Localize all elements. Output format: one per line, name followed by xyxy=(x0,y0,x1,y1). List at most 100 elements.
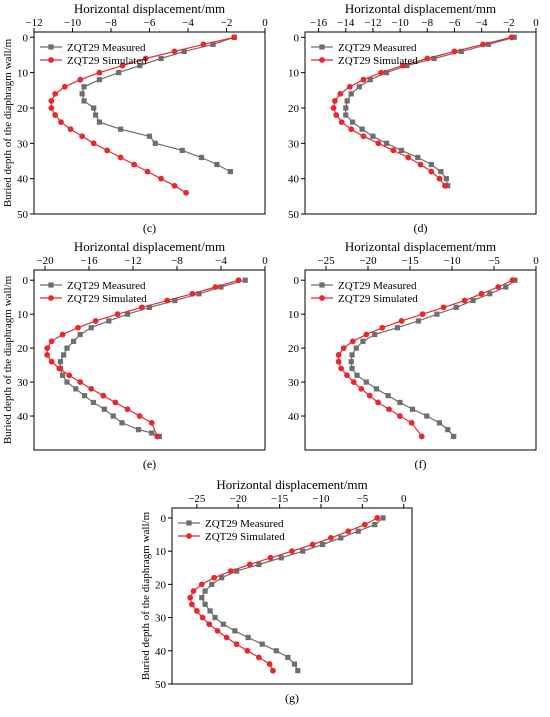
data-point xyxy=(487,291,493,297)
data-point xyxy=(366,392,373,399)
data-point xyxy=(93,112,99,118)
data-point xyxy=(196,291,202,297)
x-tick-label: −16 xyxy=(310,17,328,29)
data-point xyxy=(158,55,164,62)
data-point xyxy=(355,528,361,534)
data-point xyxy=(451,48,458,55)
data-point xyxy=(206,621,213,628)
legend-label: ZQT29 Simulated xyxy=(338,293,418,305)
data-point xyxy=(66,372,73,379)
data-point xyxy=(77,76,84,83)
data-point xyxy=(259,641,265,647)
data-point xyxy=(199,614,206,621)
data-point xyxy=(348,126,355,133)
data-point xyxy=(338,119,345,126)
data-point xyxy=(219,575,225,581)
y-tick-label: 0 xyxy=(294,32,300,44)
data-point xyxy=(495,284,502,290)
data-point xyxy=(245,634,251,641)
data-point xyxy=(424,413,430,419)
y-tick-label: 30 xyxy=(288,138,300,150)
x-tick-label: −12 xyxy=(364,17,381,29)
data-point xyxy=(223,634,230,641)
x-axis-title: Horizontal displacement/mm xyxy=(345,239,496,254)
data-point xyxy=(451,433,457,440)
data-point xyxy=(202,588,208,594)
data-point xyxy=(90,399,96,406)
x-tick-label: −6 xyxy=(144,17,156,29)
data-point xyxy=(378,69,384,76)
data-point xyxy=(152,140,158,146)
y-tick-label: 10 xyxy=(17,309,29,321)
data-point xyxy=(289,548,295,555)
data-point xyxy=(349,352,355,358)
data-point xyxy=(96,69,103,76)
data-point xyxy=(59,331,66,338)
data-point xyxy=(244,647,251,654)
data-point xyxy=(200,41,207,48)
data-point xyxy=(255,654,262,661)
data-point xyxy=(270,667,276,674)
x-tick-label: −6 xyxy=(449,17,461,29)
plot-frame xyxy=(304,269,537,451)
data-point xyxy=(73,386,79,392)
x-tick-label: 0 xyxy=(262,255,268,267)
data-point xyxy=(344,98,350,104)
data-point xyxy=(88,325,94,331)
data-point xyxy=(214,161,220,168)
panel-label: (g) xyxy=(285,691,299,705)
x-tick-label: −5 xyxy=(356,493,368,505)
panel-label: (f) xyxy=(415,457,427,471)
data-point xyxy=(343,105,349,111)
data-point xyxy=(214,627,221,634)
y-tick-label: 50 xyxy=(17,209,29,221)
data-point xyxy=(273,648,279,654)
chart-panel-3: −20 −16 −12 −8 −4 0 0 10 20 30 40 Horizontal displa… xyxy=(2,239,268,471)
data-point xyxy=(340,345,347,352)
data-point xyxy=(360,338,366,344)
data-point xyxy=(356,84,362,90)
y-axis-title: Buried depth of the diaphragm wall/m xyxy=(2,38,14,207)
y-tick-label: 0 xyxy=(161,513,167,525)
data-point xyxy=(354,372,360,378)
data-point xyxy=(428,161,434,168)
x-tick-label: −20 xyxy=(230,493,248,505)
y-tick-label: 40 xyxy=(155,646,167,658)
series-measured xyxy=(79,34,237,175)
data-point xyxy=(218,284,224,290)
data-point xyxy=(358,385,365,392)
data-point xyxy=(375,140,382,147)
data-point xyxy=(349,119,356,125)
data-point xyxy=(349,338,356,345)
legend-marker xyxy=(48,282,54,288)
x-tick-label: −8 xyxy=(171,255,183,267)
data-point xyxy=(330,105,337,111)
legend-label: ZQT29 Measured xyxy=(338,42,417,54)
data-point xyxy=(61,83,68,90)
data-point xyxy=(220,621,226,627)
x-tick-label: 0 xyxy=(401,493,407,505)
chart-panel-1: −12 −10 −8 −6 −4 −2 0 0 10 20 30 40 50 Horizontal dis… xyxy=(2,1,268,235)
x-tick-label: 0 xyxy=(262,17,268,29)
data-point xyxy=(148,419,155,426)
x-axis-title: Horizontal displacement/mm xyxy=(345,1,496,16)
data-point xyxy=(116,70,122,76)
data-point xyxy=(374,515,381,521)
data-point xyxy=(367,77,373,83)
data-point xyxy=(135,427,142,433)
x-tick-label: −16 xyxy=(80,255,98,267)
data-point xyxy=(227,568,234,574)
data-point xyxy=(44,352,51,358)
data-point xyxy=(372,522,378,528)
data-point xyxy=(331,98,338,104)
data-point xyxy=(397,399,403,406)
data-point xyxy=(48,98,55,104)
series-measured xyxy=(57,277,248,440)
data-point xyxy=(149,430,155,436)
data-point xyxy=(56,365,63,372)
series-simulated xyxy=(330,34,515,189)
data-point xyxy=(48,338,55,345)
data-point xyxy=(202,601,208,607)
